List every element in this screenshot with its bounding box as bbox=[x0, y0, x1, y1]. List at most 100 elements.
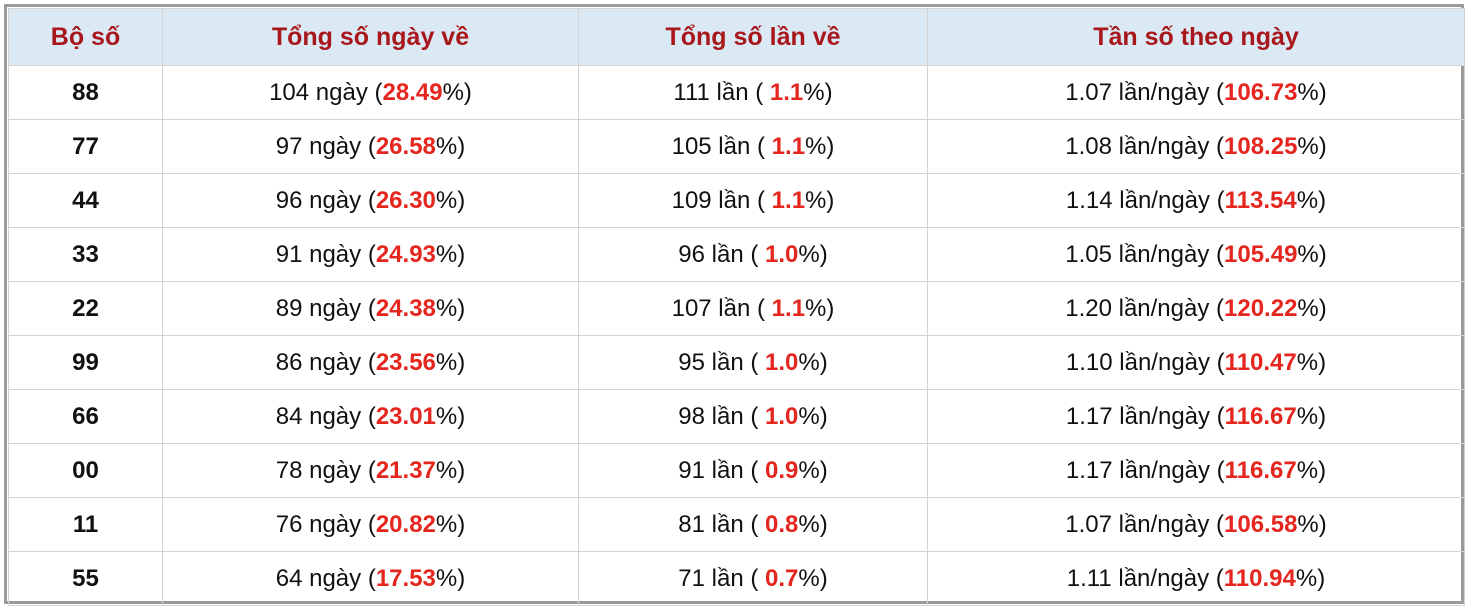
code-cell: 99 bbox=[8, 335, 163, 390]
days-cell: 84 ngày (23.01%) bbox=[162, 389, 579, 444]
cell-text: 91 lần ( bbox=[678, 456, 765, 484]
cell-text: 84 ngày ( bbox=[275, 402, 376, 430]
days-cell: 89 ngày (24.38%) bbox=[162, 281, 579, 336]
freq-cell: 1.05 lần/ngày (105.49%) bbox=[927, 227, 1465, 282]
cell-text: 86 ngày ( bbox=[275, 348, 376, 376]
cell-text: %) bbox=[1297, 240, 1327, 268]
freq-cell: 1.07 lần/ngày (106.73%) bbox=[927, 65, 1465, 120]
freq-cell: 1.20 lần/ngày (120.22%) bbox=[927, 281, 1465, 336]
cell-text: %) bbox=[1296, 456, 1327, 484]
times-cell: 107 lần ( 1.1%) bbox=[578, 281, 928, 336]
cell-text: %) bbox=[435, 348, 466, 376]
cell-text: 1.17 lần/ngày ( bbox=[1065, 456, 1225, 484]
percent-value: 1.1 bbox=[769, 78, 804, 106]
cell-text: %) bbox=[1297, 510, 1327, 538]
percent-value: 26.30 bbox=[375, 186, 436, 214]
table-row: 22 89 ngày (24.38%) 107 lần ( 1.1%) 1.20 lầ… bbox=[8, 281, 1465, 336]
cell-text: %) bbox=[1296, 348, 1327, 376]
cell-text: 98 lần ( bbox=[678, 402, 765, 430]
table-row: 11 76 ngày (20.82%) 81 lần ( 0.8%) 1.07 lần… bbox=[8, 497, 1465, 552]
cell-text: 1.08 lần/ngày ( bbox=[1065, 132, 1225, 160]
table-row: 55 64 ngày (17.53%) 71 lần ( 0.7%) 1.11 lần… bbox=[8, 551, 1465, 606]
percent-value: 106.73 bbox=[1224, 78, 1298, 106]
freq-cell: 1.11 lần/ngày (110.94%) bbox=[927, 551, 1465, 606]
percent-value: 108.25 bbox=[1224, 132, 1298, 160]
table-row: 66 84 ngày (23.01%) 98 lần ( 1.0%) 1.17 lần… bbox=[8, 389, 1465, 444]
percent-value: 105.49 bbox=[1224, 240, 1298, 268]
cell-text: 71 lần ( bbox=[678, 564, 765, 592]
cell-text: %) bbox=[803, 78, 833, 106]
cell-text: %) bbox=[798, 240, 828, 268]
days-cell: 91 ngày (24.93%) bbox=[162, 227, 579, 282]
percent-value: 23.56 bbox=[375, 348, 436, 376]
cell-text: %) bbox=[798, 564, 828, 592]
days-cell: 78 ngày (21.37%) bbox=[162, 443, 579, 498]
freq-cell: 1.10 lần/ngày (110.47%) bbox=[927, 335, 1465, 390]
cell-text: 91 ngày ( bbox=[275, 240, 376, 268]
freq-cell: 1.14 lần/ngày (113.54%) bbox=[927, 173, 1465, 228]
freq-cell: 1.08 lần/ngày (108.25%) bbox=[927, 119, 1465, 174]
header-cell: Tần số theo ngày bbox=[927, 8, 1465, 66]
cell-text: %) bbox=[798, 402, 828, 430]
cell-text: %) bbox=[1295, 564, 1326, 592]
percent-value: 24.93 bbox=[375, 240, 436, 268]
percent-value: 106.58 bbox=[1224, 510, 1298, 538]
days-cell: 97 ngày (26.58%) bbox=[162, 119, 579, 174]
times-cell: 109 lần ( 1.1%) bbox=[578, 173, 928, 228]
cell-text: 78 ngày ( bbox=[275, 456, 376, 484]
percent-value: 20.82 bbox=[375, 510, 436, 538]
cell-text: %) bbox=[442, 78, 472, 106]
cell-text: %) bbox=[435, 240, 466, 268]
cell-text: 1.17 lần/ngày ( bbox=[1065, 402, 1225, 430]
cell-text: 104 ngày ( bbox=[269, 78, 383, 106]
freq-cell: 1.17 lần/ngày (116.67%) bbox=[927, 443, 1465, 498]
cell-text: 111 lần ( bbox=[673, 78, 770, 106]
cell-text: %) bbox=[1296, 186, 1327, 214]
percent-value: 1.0 bbox=[765, 402, 799, 430]
times-cell: 111 lần ( 1.1%) bbox=[578, 65, 928, 120]
times-cell: 71 lần ( 0.7%) bbox=[578, 551, 928, 606]
code-cell: 66 bbox=[8, 389, 163, 444]
cell-text: %) bbox=[798, 510, 828, 538]
cell-text: %) bbox=[1296, 402, 1327, 430]
header-cell: Bộ số bbox=[8, 8, 163, 66]
cell-text: 89 ngày ( bbox=[275, 294, 376, 322]
percent-value: 1.0 bbox=[765, 348, 799, 376]
cell-text: 1.10 lần/ngày ( bbox=[1065, 348, 1225, 376]
percent-value: 1.0 bbox=[765, 240, 799, 268]
days-cell: 96 ngày (26.30%) bbox=[162, 173, 579, 228]
table-row: 99 86 ngày (23.56%) 95 lần ( 1.0%) 1.10 lần… bbox=[8, 335, 1465, 390]
percent-value: 120.22 bbox=[1224, 294, 1298, 322]
code-cell: 00 bbox=[8, 443, 163, 498]
code-cell: 33 bbox=[8, 227, 163, 282]
cell-text: 95 lần ( bbox=[678, 348, 765, 376]
percent-value: 0.8 bbox=[765, 510, 799, 538]
percent-value: 116.67 bbox=[1224, 456, 1297, 484]
days-cell: 104 ngày (28.49%) bbox=[162, 65, 579, 120]
percent-value: 28.49 bbox=[382, 78, 443, 106]
stats-table: Bộ số Tổng số ngày về Tổng số lần về Tần số… bbox=[8, 8, 1465, 606]
cell-text: 107 lần ( bbox=[671, 294, 772, 322]
table-body: 88 104 ngày (28.49%) 111 lần ( 1.1%) 1.07 l… bbox=[8, 65, 1465, 606]
table-row: 88 104 ngày (28.49%) 111 lần ( 1.1%) 1.07 l… bbox=[8, 65, 1465, 120]
percent-value: 26.58 bbox=[375, 132, 436, 160]
percent-value: 21.37 bbox=[375, 456, 436, 484]
freq-cell: 1.17 lần/ngày (116.67%) bbox=[927, 389, 1465, 444]
header-row: Bộ số Tổng số ngày về Tổng số lần về Tần số… bbox=[8, 8, 1465, 66]
cell-text: 1.07 lần/ngày ( bbox=[1065, 510, 1225, 538]
code-cell: 44 bbox=[8, 173, 163, 228]
code-cell: 22 bbox=[8, 281, 163, 336]
percent-value: 1.1 bbox=[771, 186, 806, 214]
cell-text: 96 ngày ( bbox=[275, 186, 376, 214]
percent-value: 116.67 bbox=[1224, 402, 1297, 430]
code-cell: 77 bbox=[8, 119, 163, 174]
cell-text: %) bbox=[435, 456, 466, 484]
cell-text: 76 ngày ( bbox=[275, 510, 376, 538]
percent-value: 1.1 bbox=[771, 132, 806, 160]
percent-value: 1.1 bbox=[771, 294, 806, 322]
header-cell: Tổng số lần về bbox=[578, 8, 928, 66]
cell-text: %) bbox=[435, 564, 466, 592]
freq-cell: 1.07 lần/ngày (106.58%) bbox=[927, 497, 1465, 552]
times-cell: 91 lần ( 0.9%) bbox=[578, 443, 928, 498]
